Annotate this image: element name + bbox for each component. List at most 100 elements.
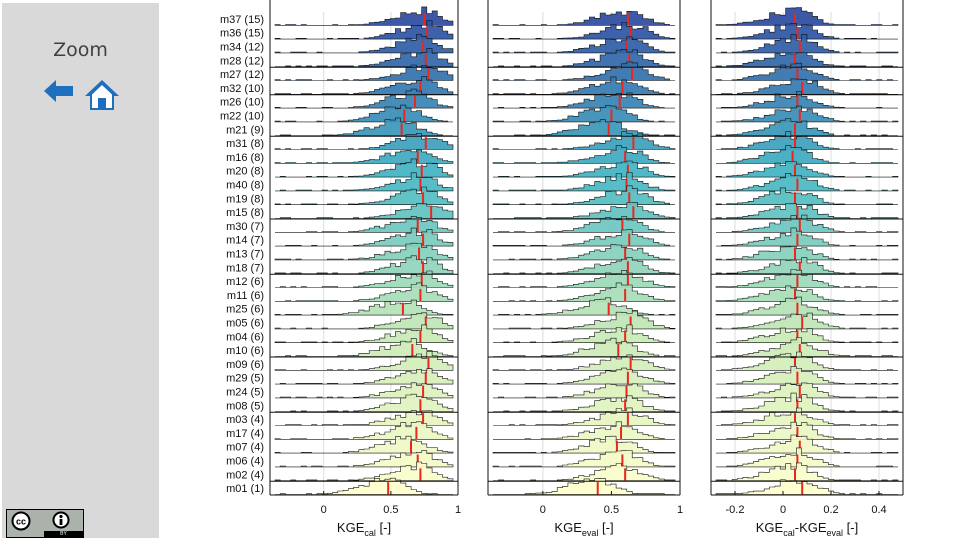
histogram-2-row-3: [492, 36, 676, 54]
model-label: m40 (8): [226, 180, 264, 192]
model-label: m18 (7): [226, 262, 264, 274]
histogram-1-row-28: [275, 382, 454, 399]
histogram-3-row-22: [715, 296, 899, 316]
model-label: m19 (8): [226, 193, 264, 205]
histogram-2-row-33: [492, 450, 676, 468]
model-label: m16 (8): [226, 152, 264, 164]
histogram-3-row-28: [716, 382, 899, 399]
histogram-3-row-16: [716, 214, 899, 233]
histogram-1-row-1: [274, 6, 454, 26]
x-axis-title: KGEeval [-]: [554, 520, 613, 538]
model-label: m12 (6): [226, 276, 264, 288]
model-label: m36 (15): [220, 28, 264, 40]
histogram-1-row-10: [274, 133, 454, 150]
arrow-left-icon: [44, 80, 73, 102]
histogram-1-row-21: [275, 282, 454, 302]
histogram-2-row-21: [493, 282, 676, 302]
histogram-1-row-12: [275, 158, 454, 178]
histogram-1-row-32: [274, 435, 454, 454]
histogram-2-row-27: [492, 367, 676, 385]
model-label: m28 (12): [220, 55, 264, 67]
histogram-1-row-4: [275, 48, 454, 67]
svg-text:cc: cc: [16, 517, 26, 527]
model-label: m06 (4): [226, 456, 264, 468]
histogram-2-row-5: [492, 61, 675, 81]
x-tick-label: 0.4: [871, 504, 886, 516]
license-strip: BY: [44, 531, 83, 537]
x-tick-label: 0: [321, 504, 327, 516]
histogram-3-row-18: [715, 246, 899, 261]
histogram-3-row-34: [715, 462, 899, 481]
panel-2: 0 0.5 1 KGEeval [-]: [487, 0, 683, 538]
model-label: m08 (5): [226, 400, 264, 412]
home-icon: [85, 80, 119, 110]
histogram-3-row-21: [715, 285, 899, 302]
model-label: m20 (8): [226, 166, 264, 178]
histogram-1-row-23: [274, 312, 454, 330]
histogram-3-row-15: [715, 203, 899, 219]
histogram-2-row-24: [493, 324, 675, 343]
histogram-2-row-2: [492, 22, 676, 40]
histogram-2-row-7: [493, 92, 675, 109]
histogram-2-row-31: [493, 421, 675, 440]
model-label: m04 (6): [226, 331, 264, 343]
histogram-1-row-6: [274, 76, 454, 95]
histogram-1-row-26: [274, 351, 454, 371]
model-label: m11 (6): [227, 290, 264, 302]
histogram-3-row-32: [716, 434, 899, 454]
x-tick-label: 1: [455, 504, 461, 516]
x-axis-title: KGEcal [-]: [337, 520, 391, 538]
histogram-2-row-22: [493, 297, 676, 316]
histogram-2-row-9: [493, 119, 676, 136]
histogram-1-row-35: [275, 477, 453, 495]
histogram-2-row-35: [493, 478, 675, 495]
histogram-2-row-32: [492, 435, 676, 454]
histogram-3-row-12: [715, 161, 899, 178]
model-label: m31 (8): [226, 138, 264, 150]
histogram-1-row-15: [275, 203, 454, 219]
histogram-2-row-11: [492, 145, 675, 164]
histogram-2-row-26: [492, 354, 676, 371]
model-label: m21 (9): [226, 124, 264, 136]
panel-3: -0.2 0 0.2 0.4 KGEcal-KGEeval [-]: [710, 0, 904, 538]
histogram-2-row-15: [493, 202, 676, 219]
model-label: m03 (4): [226, 414, 264, 426]
histogram-1-row-31: [274, 421, 454, 440]
zoom-title: Zoom: [53, 39, 108, 61]
x-tick-label: 0.5: [604, 504, 619, 516]
histogram-1-row-34: [274, 461, 454, 481]
model-label: m29 (5): [226, 373, 264, 385]
model-label: m07 (4): [226, 442, 264, 454]
license-badge[interactable]: cc BY: [6, 509, 84, 538]
cc-by-license-icon: cc: [11, 511, 70, 531]
x-tick-label: 0: [780, 504, 786, 516]
model-label: m05 (6): [226, 318, 264, 330]
histogram-3-row-7: [716, 91, 898, 109]
back-button[interactable]: [44, 79, 74, 103]
model-label: m09 (6): [226, 359, 264, 371]
histogram-1-row-16: [275, 216, 454, 233]
histogram-3-row-13: [715, 173, 899, 192]
histogram-3-row-14: [715, 187, 898, 205]
histogram-1-row-24: [274, 324, 454, 343]
histogram-3-row-23: [715, 312, 899, 330]
home-button[interactable]: [84, 79, 120, 111]
histogram-2-row-28: [493, 383, 676, 399]
histogram-1-row-14: [274, 186, 454, 205]
histogram-1-row-27: [275, 368, 454, 385]
histogram-1-row-33: [275, 450, 454, 468]
histogram-1-row-3: [274, 34, 454, 54]
histogram-3-row-11: [716, 145, 898, 164]
model-label: m27 (12): [220, 69, 264, 81]
histogram-3-row-31: [716, 421, 899, 440]
x-axis-title: KGEcal-KGEeval [-]: [756, 520, 858, 538]
histogram-1-row-2: [274, 20, 454, 40]
model-label: m25 (6): [226, 304, 264, 316]
model-label: m17 (4): [226, 428, 264, 440]
x-tick-label: 0.5: [383, 504, 398, 516]
histogram-1-row-13: [275, 172, 454, 192]
x-tick-label: -0.2: [726, 504, 745, 516]
x-tick-label: 1: [677, 504, 683, 516]
model-label: m15 (8): [226, 207, 264, 219]
